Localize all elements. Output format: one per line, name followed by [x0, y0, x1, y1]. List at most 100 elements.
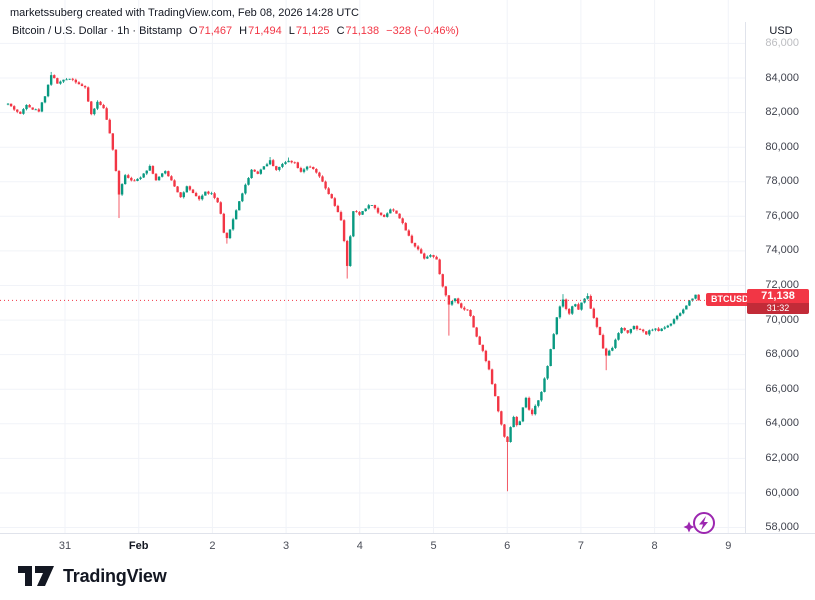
candle	[179, 192, 182, 198]
price-tick-label: 84,000	[765, 71, 799, 84]
candle-wick	[134, 179, 135, 182]
sparkle-icon	[683, 521, 695, 533]
candle	[638, 329, 642, 330]
candlestick-chart[interactable]	[0, 0, 745, 533]
candle	[9, 103, 13, 107]
event-lightning-icon[interactable]	[678, 506, 718, 542]
candle	[530, 409, 534, 415]
price-tick-label: 80,000	[765, 140, 799, 153]
candle	[546, 366, 549, 379]
high-label: H	[239, 25, 248, 37]
candle	[275, 166, 278, 170]
candle	[256, 171, 259, 174]
candle	[407, 230, 411, 236]
candle	[555, 317, 559, 335]
symbol-title[interactable]: Bitcoin / U.S. Dollar · 1h · Bitstamp	[12, 25, 182, 37]
candle	[262, 166, 266, 170]
time-axis[interactable]: 31 Feb 2 3 4 5 6 7 8 9	[0, 533, 815, 556]
candle	[435, 256, 438, 260]
candle	[86, 87, 90, 102]
candle	[379, 212, 383, 215]
candle	[234, 210, 238, 220]
candle	[65, 79, 68, 81]
time-tick-label: 6	[504, 540, 511, 552]
candle	[210, 193, 213, 195]
candle	[682, 309, 685, 314]
candle	[503, 424, 506, 437]
candle	[327, 188, 330, 195]
candle	[74, 79, 78, 83]
candle-wick	[66, 77, 67, 80]
candle	[518, 421, 522, 426]
candle	[549, 349, 552, 367]
candle	[188, 186, 192, 190]
candle	[133, 180, 136, 182]
candle	[632, 326, 636, 330]
candle	[80, 84, 84, 87]
time-tick-label: 8	[651, 540, 658, 552]
candle	[176, 186, 179, 193]
tradingview-logo[interactable]: TradingView	[18, 560, 167, 592]
candle	[318, 172, 321, 177]
candle	[543, 378, 546, 392]
tradingview-logo-icon	[18, 566, 54, 586]
candle	[645, 331, 648, 335]
candle	[281, 163, 284, 167]
attribution-text: marketssuberg created with TradingView.c…	[10, 7, 359, 19]
candle	[395, 210, 398, 214]
candle	[509, 427, 512, 442]
candle	[475, 327, 478, 337]
candle	[651, 329, 654, 331]
candle	[278, 166, 281, 170]
candle	[355, 211, 358, 213]
candle	[444, 286, 448, 296]
candle	[453, 298, 457, 302]
candle	[478, 336, 481, 345]
candle	[484, 350, 488, 362]
candle	[364, 208, 367, 212]
time-tick-label: 2	[209, 540, 216, 552]
candle	[77, 82, 81, 85]
candle	[571, 306, 574, 314]
candle	[148, 166, 152, 171]
candle	[352, 211, 355, 237]
candle	[154, 173, 158, 181]
candle	[604, 348, 608, 356]
candle	[157, 176, 161, 181]
price-axis[interactable]: 86,000 84,000 82,000 80,000 78,000 76,000 74,0…	[745, 22, 815, 533]
candle	[342, 220, 346, 241]
candle	[580, 302, 583, 310]
candle	[678, 313, 682, 316]
candle-countdown: 31:32	[747, 303, 809, 315]
candle	[296, 162, 300, 169]
candle	[469, 310, 472, 317]
candle	[34, 109, 37, 111]
price-tick-label: 64,000	[765, 417, 799, 430]
candle	[28, 104, 31, 108]
candle	[330, 194, 333, 199]
time-tick-label: 9	[725, 540, 732, 552]
candle	[247, 178, 250, 185]
candle	[641, 329, 645, 332]
candle	[685, 305, 688, 310]
lightning-bolt-icon	[699, 516, 708, 531]
candle	[441, 274, 444, 287]
candle	[250, 169, 253, 179]
candle	[151, 166, 155, 174]
candle	[463, 307, 466, 310]
candle	[43, 96, 47, 103]
open-label: O	[188, 25, 198, 37]
last-price-value: 71,138	[747, 289, 809, 304]
candle	[413, 242, 417, 247]
candle	[629, 329, 633, 333]
currency-label: USD	[769, 25, 793, 37]
candle	[429, 255, 432, 257]
candle	[102, 104, 105, 109]
candle	[500, 411, 503, 425]
candle	[534, 405, 537, 415]
candle	[460, 303, 463, 308]
candle	[345, 240, 349, 266]
candle	[423, 253, 426, 259]
candle	[12, 106, 16, 110]
